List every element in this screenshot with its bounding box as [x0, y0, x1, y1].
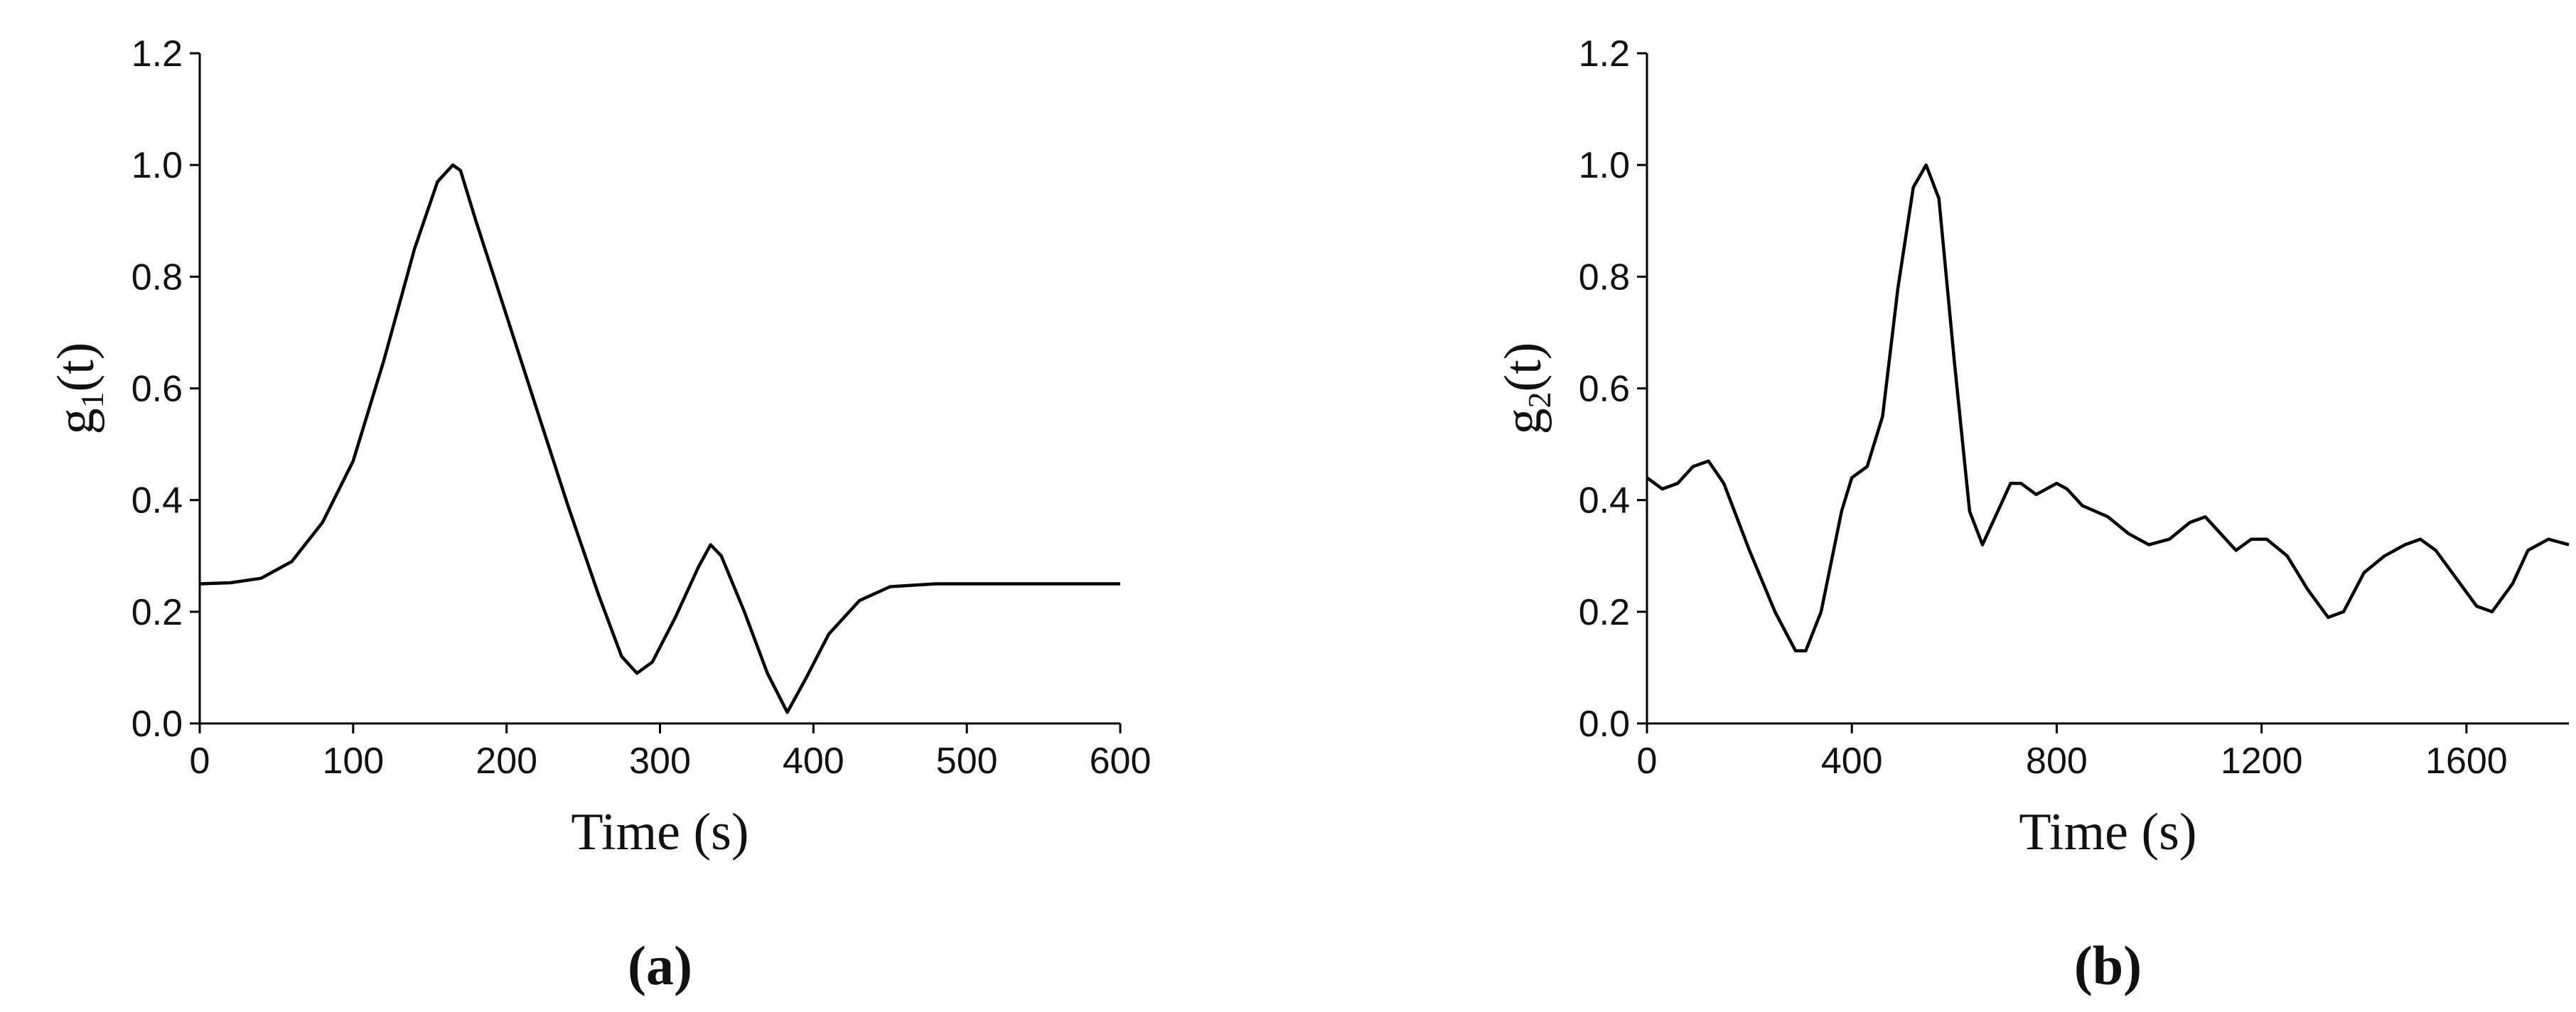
- x-tick-label: 400: [783, 741, 844, 782]
- y-tick-label: 0.6: [132, 369, 183, 410]
- x-tick-label: 200: [476, 741, 537, 782]
- y-axis-title-sub: 2: [1521, 392, 1557, 408]
- y-tick-label: 0.0: [132, 704, 183, 745]
- y-axis-title-base: g: [47, 408, 105, 434]
- y-tick-label: 1.2: [132, 33, 183, 75]
- y-axis-title-base: g: [1494, 408, 1552, 434]
- y-tick-label: 0.8: [132, 257, 183, 298]
- x-tick-label: 0: [190, 741, 210, 782]
- y-axis-title: g2(t): [1494, 343, 1557, 435]
- x-tick-label: 1600: [2425, 741, 2508, 782]
- y-tick-label: 0.8: [1579, 257, 1630, 298]
- x-tick-label: 400: [1821, 741, 1883, 782]
- x-tick-label: 100: [322, 741, 384, 782]
- y-tick-label: 0.2: [1579, 592, 1630, 633]
- x-tick-label: 800: [2026, 741, 2088, 782]
- y-tick-label: 0.0: [1579, 704, 1630, 745]
- data-line: [1646, 163, 2570, 653]
- x-tick-label: 300: [629, 741, 691, 782]
- y-axis-title: g1(t): [47, 343, 110, 435]
- y-axis-title-sub: 1: [74, 392, 110, 408]
- y-tick-label: 0.4: [1579, 480, 1630, 522]
- y-tick-label: 1.0: [132, 145, 183, 186]
- y-tick-label: 1.2: [1579, 33, 1630, 75]
- data-line: [199, 163, 1120, 714]
- panel-label: (a): [628, 935, 692, 996]
- y-tick-label: 0.6: [1579, 369, 1630, 410]
- x-tick-label: 600: [1090, 741, 1152, 782]
- x-tick-label: 0: [1637, 741, 1658, 782]
- y-tick-label: 0.2: [132, 592, 183, 633]
- y-axis-title-rest: (t): [1494, 343, 1552, 392]
- x-tick-label: 500: [936, 741, 998, 782]
- x-tick-label: 1200: [2221, 741, 2303, 782]
- panel-label: (b): [2074, 935, 2142, 996]
- x-axis-title: Time (s): [2019, 803, 2196, 861]
- y-axis-title-rest: (t): [47, 343, 105, 392]
- y-tick-label: 1.0: [1579, 145, 1630, 186]
- y-tick-label: 0.4: [132, 480, 183, 522]
- x-axis-title: Time (s): [571, 803, 748, 861]
